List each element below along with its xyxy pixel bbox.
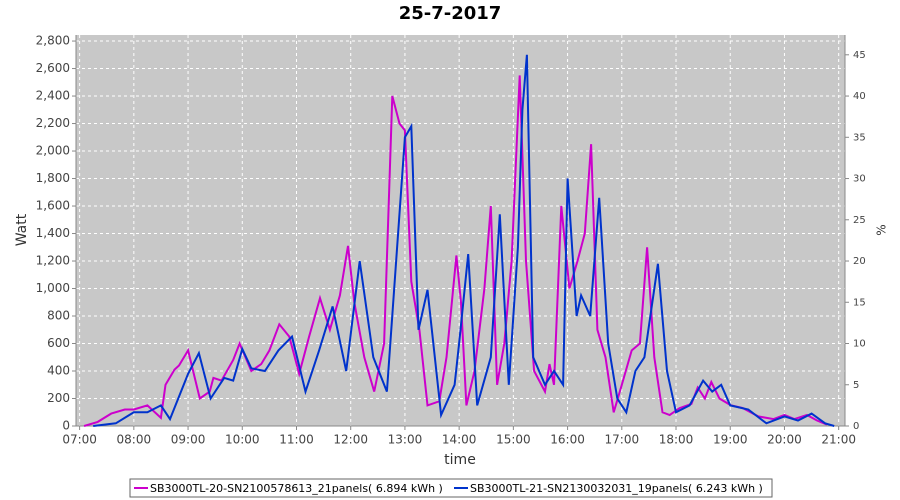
y-tick-label: 2,000 xyxy=(36,144,70,158)
y-axis-label: Watt xyxy=(14,213,30,246)
data-line xyxy=(93,54,835,427)
y-tick-label: 0 xyxy=(62,419,70,433)
x-axis-label: time xyxy=(444,452,476,468)
y-tick-label: 2,800 xyxy=(36,34,70,48)
x-tick-label: 21:00 xyxy=(821,433,856,447)
y-tick-label: 400 xyxy=(47,364,70,378)
x-tick-label: 16:00 xyxy=(550,433,585,447)
chart-title: 25-7-2017 xyxy=(399,3,502,24)
y-tick-label: 600 xyxy=(47,336,70,350)
x-tick-label: 13:00 xyxy=(388,433,423,447)
x-tick-label: 07:00 xyxy=(62,433,97,447)
x-tick-label: 17:00 xyxy=(605,433,640,447)
y2-tick-label: 35 xyxy=(853,132,866,143)
y-tick-label: 800 xyxy=(47,309,70,323)
x-tick-label: 14:00 xyxy=(442,433,477,447)
x-tick-label: 09:00 xyxy=(171,433,206,447)
x-tick-label: 19:00 xyxy=(713,433,748,447)
y2-tick-label: 15 xyxy=(853,297,866,308)
y2-tick-label: 10 xyxy=(853,339,866,350)
y-tick-label: 200 xyxy=(47,391,70,405)
y2-tick-label: 0 xyxy=(853,421,859,432)
legend xyxy=(129,478,773,498)
y-tick-label: 1,800 xyxy=(36,171,70,185)
y-tick-label: 2,600 xyxy=(36,61,70,75)
y2-tick-label: 5 xyxy=(853,380,859,391)
x-tick-label: 18:00 xyxy=(659,433,694,447)
x-tick-label: 15:00 xyxy=(496,433,531,447)
y2-tick-label: 40 xyxy=(853,91,866,102)
plot-area xyxy=(76,35,845,426)
y2-tick-label: 45 xyxy=(853,50,866,61)
y-tick-label: 2,200 xyxy=(36,116,70,130)
y-tick-label: 2,400 xyxy=(36,89,70,103)
y-tick-label: 1,600 xyxy=(36,199,70,213)
y2-tick-label: 30 xyxy=(853,174,866,185)
y-tick-label: 1,000 xyxy=(36,281,70,295)
y2-axis-label: % xyxy=(875,224,889,235)
x-tick-label: 08:00 xyxy=(117,433,152,447)
y-tick-label: 1,200 xyxy=(36,254,70,268)
x-tick-label: 20:00 xyxy=(767,433,802,447)
x-tick-label: 11:00 xyxy=(279,433,314,447)
y-tick-label: 1,400 xyxy=(36,226,70,240)
legend-label: SB3000TL-21-SN2130032031_19panels( 6.243… xyxy=(470,482,763,495)
y2-tick-label: 20 xyxy=(853,256,866,267)
x-tick-label: 10:00 xyxy=(225,433,260,447)
x-tick-label: 12:00 xyxy=(333,433,368,447)
legend-label: SB3000TL-20-SN2100578613_21panels( 6.894… xyxy=(150,482,443,495)
y2-tick-label: 25 xyxy=(853,215,866,226)
